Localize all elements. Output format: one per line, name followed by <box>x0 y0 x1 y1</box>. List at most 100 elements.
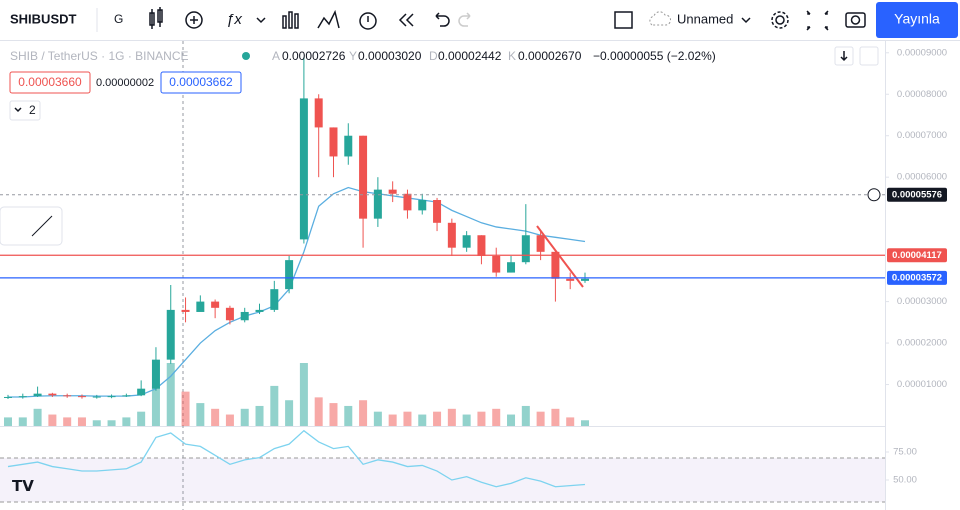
trend-line <box>536 225 584 288</box>
price-label-bg <box>887 248 947 263</box>
compare-icon[interactable] <box>317 9 340 29</box>
redo-icon[interactable] <box>458 12 471 27</box>
interval[interactable]: G <box>114 12 123 26</box>
candle-body <box>211 301 220 308</box>
candle-body <box>507 262 516 273</box>
volume-bar <box>536 411 545 426</box>
trend-tool-icon[interactable] <box>31 215 53 237</box>
volume-bar <box>359 400 368 426</box>
candle-body <box>92 396 101 398</box>
volume-bar <box>314 397 323 426</box>
candle-body <box>240 311 249 321</box>
candle-body <box>166 309 175 360</box>
legend-open: 0.00002726 <box>282 49 346 63</box>
toolbar <box>0 0 960 40</box>
template-icon[interactable] <box>282 11 299 29</box>
candle-body <box>137 388 146 396</box>
publish-button[interactable] <box>876 2 958 38</box>
volume-bar <box>122 417 131 426</box>
volume-bar <box>48 414 57 426</box>
cloud-icon <box>649 11 672 26</box>
y-tick-label: 0.00008000 <box>897 89 947 100</box>
y-tick-label: 0.00006000 <box>897 172 947 183</box>
volume-bar <box>373 411 382 426</box>
buy-price[interactable]: 0.00003662 <box>169 75 233 89</box>
snapshot-icon[interactable] <box>845 12 866 28</box>
sell-button[interactable] <box>9 71 91 94</box>
sell-price[interactable]: 0.00003660 <box>18 75 82 89</box>
candle-body <box>48 393 57 396</box>
y-tick-label: 0.00007000 <box>897 130 947 141</box>
market-status <box>242 52 250 60</box>
price-label: 0.00004117 <box>892 250 942 261</box>
fx-icon[interactable]: ƒx <box>226 11 242 28</box>
alert-icon[interactable] <box>359 12 377 30</box>
legend-high: 0.00003020 <box>358 49 422 63</box>
buy-button[interactable] <box>160 71 242 94</box>
candle-body <box>4 396 12 398</box>
volume-bar <box>255 405 264 426</box>
dropdown-icon[interactable] <box>741 17 751 24</box>
undo-icon[interactable] <box>435 12 450 27</box>
volume-bar <box>551 408 560 426</box>
candle-body <box>33 393 42 397</box>
settings-icon[interactable] <box>771 11 789 29</box>
candle-body <box>63 395 72 397</box>
volume-bar <box>521 405 530 426</box>
replay-icon[interactable] <box>398 13 414 27</box>
volume-bar <box>137 411 146 426</box>
rsi-band <box>0 458 885 502</box>
volume-bar <box>285 400 294 426</box>
y-tick-label: 0.00001000 <box>897 379 947 390</box>
candle-body <box>566 278 575 281</box>
spread: 0.00000002 <box>96 77 154 89</box>
volume-bar <box>477 411 486 426</box>
candle-body <box>107 396 116 398</box>
candle-body <box>344 135 353 157</box>
volume-bar <box>418 414 427 426</box>
fullscreen-icon[interactable] <box>806 10 829 31</box>
candle-body <box>18 396 27 398</box>
symbol[interactable]: SHIBUSDT <box>10 11 77 26</box>
candle-type-icon[interactable] <box>149 7 163 29</box>
legend-key: D <box>429 49 438 63</box>
indicators-add-icon[interactable] <box>185 11 203 29</box>
candle-body <box>477 235 486 256</box>
plot: 0.00009000 0.00008000 0.00007000 0.00006000… <box>4 47 947 488</box>
volume-bar <box>447 408 456 426</box>
candle-body <box>196 301 205 312</box>
volume-bar <box>4 417 12 426</box>
volume-bar <box>329 403 338 426</box>
crosshair-add-button <box>867 188 881 202</box>
volume-bar <box>196 403 205 426</box>
volume-bar <box>581 420 589 426</box>
drawing-toolbar[interactable] <box>0 206 63 246</box>
volume-bar <box>299 363 308 426</box>
publish-label[interactable]: Yayınla <box>894 11 940 27</box>
layout-name[interactable]: Unnamed <box>677 11 733 26</box>
maximize-button[interactable] <box>859 46 879 66</box>
candle-body <box>270 289 279 310</box>
dropdown-icon[interactable] <box>256 17 266 24</box>
indicators-toggle[interactable] <box>9 100 41 121</box>
candle-body <box>255 309 264 312</box>
volume-bar <box>433 411 442 426</box>
candle-body <box>433 199 442 223</box>
volume-bar <box>507 414 516 426</box>
candle-body <box>359 135 368 219</box>
candle-body <box>329 127 338 157</box>
layout-icon[interactable] <box>614 11 633 29</box>
candle-body <box>521 235 530 263</box>
candle-body <box>447 222 456 248</box>
candle-body <box>299 98 308 240</box>
legend-key: A <box>272 49 280 63</box>
legend-close: 0.00002670 <box>518 49 582 63</box>
candle-body <box>225 307 234 321</box>
volume-bar <box>77 417 86 426</box>
volume-bar <box>492 408 501 426</box>
candle-body <box>403 193 412 211</box>
candle-body <box>418 199 427 211</box>
candle-body <box>181 309 190 312</box>
candle-body <box>581 278 589 281</box>
